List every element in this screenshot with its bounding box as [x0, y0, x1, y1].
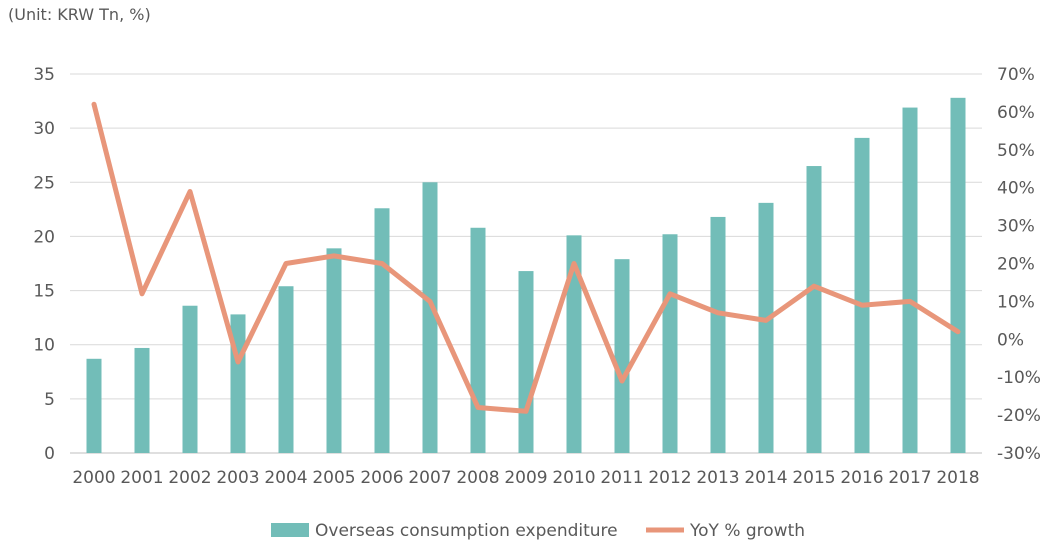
x-tick-label: 2008: [456, 468, 499, 488]
left-tick-label: 30: [33, 119, 55, 139]
bar-series: [86, 97, 966, 454]
x-tick-label: 2006: [360, 468, 403, 488]
left-tick-label: 5: [44, 390, 55, 410]
x-tick-label: 2011: [600, 468, 643, 488]
legend-label-bar: Overseas consumption expenditure: [315, 521, 618, 541]
x-tick-label: 2017: [888, 468, 931, 488]
right-tick-label: 0%: [997, 330, 1024, 350]
bar: [86, 358, 102, 453]
line-series: [91, 101, 961, 414]
left-tick-label: 25: [33, 173, 55, 193]
left-tick-label: 20: [33, 227, 55, 247]
right-tick-label: 70%: [997, 65, 1035, 85]
x-tick-label: 2012: [648, 468, 691, 488]
x-tick-label: 2015: [792, 468, 835, 488]
x-tick-label: 2013: [696, 468, 739, 488]
left-y-axis: 0 5 10 15 20 25 30 35: [33, 65, 55, 464]
right-tick-label: -20%: [997, 406, 1041, 426]
x-tick-label: 2004: [264, 468, 307, 488]
bar: [278, 286, 294, 453]
right-tick-label: 50%: [997, 141, 1035, 161]
right-tick-label: -10%: [997, 368, 1041, 388]
left-tick-label: 0: [44, 444, 55, 464]
x-tick-label: 2018: [936, 468, 979, 488]
unit-label: (Unit: KRW Tn, %): [8, 5, 151, 24]
x-tick-label: 2001: [120, 468, 163, 488]
bar: [950, 97, 966, 453]
right-tick-label: 10%: [997, 292, 1035, 312]
bar: [662, 234, 678, 453]
bar: [326, 248, 342, 453]
right-y-axis: -30% -20% -10% 0% 10% 20% 30% 40% 50% 60% 70%: [997, 65, 1041, 464]
x-tick-label: 2016: [840, 468, 883, 488]
bar: [134, 347, 150, 453]
bar: [182, 305, 198, 453]
bar: [566, 235, 582, 453]
x-axis: 2000 2001 2002 2003 2004 2005 2006 2007 2008 2009…: [72, 468, 979, 488]
bar: [758, 202, 774, 453]
legend: Overseas consumption expenditure YoY % g…: [271, 521, 805, 541]
x-tick-label: 2014: [744, 468, 787, 488]
x-tick-label: 2002: [168, 468, 211, 488]
right-tick-label: 60%: [997, 103, 1035, 123]
left-tick-label: 15: [33, 282, 55, 302]
x-tick-label: 2000: [72, 468, 115, 488]
right-tick-label: -30%: [997, 444, 1041, 464]
x-tick-label: 2010: [552, 468, 595, 488]
bar: [806, 166, 822, 454]
bar: [710, 216, 726, 453]
x-tick-label: 2009: [504, 468, 547, 488]
bar: [470, 227, 486, 453]
right-tick-label: 30%: [997, 217, 1035, 237]
right-tick-label: 40%: [997, 179, 1035, 199]
right-tick-label: 20%: [997, 255, 1035, 275]
bar: [518, 271, 534, 453]
bar: [422, 182, 438, 454]
legend-swatch-bar: [271, 523, 309, 537]
bar: [854, 137, 870, 454]
bar: [374, 208, 390, 453]
x-tick-label: 2005: [312, 468, 355, 488]
bar: [614, 259, 630, 453]
left-tick-label: 10: [33, 336, 55, 356]
left-tick-label: 35: [33, 65, 55, 85]
x-tick-label: 2007: [408, 468, 451, 488]
x-tick-label: 2003: [216, 468, 259, 488]
bar: [902, 107, 918, 453]
legend-label-line: YoY % growth: [689, 521, 805, 541]
